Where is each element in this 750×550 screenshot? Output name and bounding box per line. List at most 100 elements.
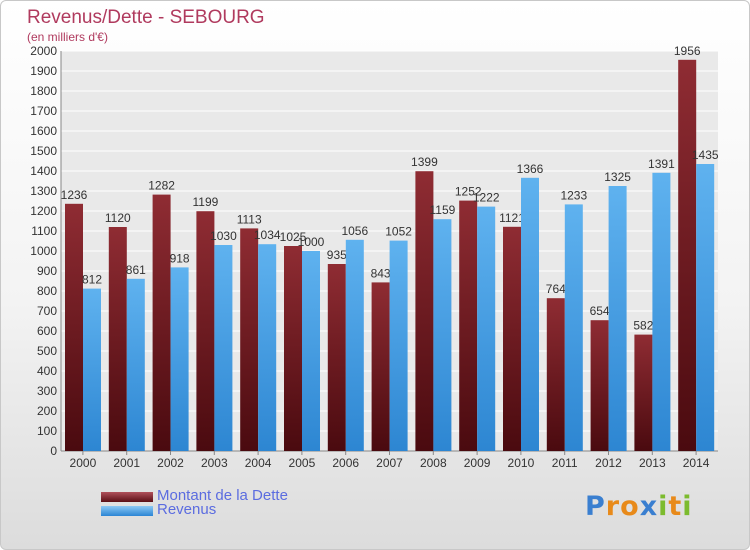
y-tick-label: 1000 — [30, 244, 57, 258]
legend-label-dette: Montant de la Dette — [157, 487, 288, 504]
bar-revenus — [258, 244, 277, 451]
bar-dette — [196, 211, 215, 451]
legend-label-revenus: Revenus — [157, 501, 217, 518]
x-tick-label: 2000 — [70, 456, 97, 470]
data-label-revenus: 1052 — [385, 225, 412, 239]
bar-revenus — [564, 204, 583, 451]
bar-revenus — [345, 239, 364, 451]
bar-dette — [678, 59, 697, 452]
x-tick-label: 2014 — [683, 456, 710, 470]
chart-title: Revenus/Dette - SEBOURG — [27, 7, 265, 28]
y-tick-label: 500 — [37, 344, 57, 358]
bar-dette — [503, 226, 521, 451]
data-label-revenus: 1435 — [692, 148, 719, 162]
y-tick-label: 1900 — [30, 64, 57, 78]
y-tick-label: 200 — [37, 404, 57, 418]
bar-dette — [327, 264, 346, 451]
y-tick-label: 1400 — [30, 164, 57, 178]
bar-revenus — [521, 177, 539, 452]
y-tick-label: 1500 — [30, 144, 57, 158]
y-tick-label: 2000 — [30, 44, 57, 58]
data-label-dette: 935 — [327, 248, 347, 262]
x-tick-label: 2006 — [332, 456, 359, 470]
y-tick-label: 1100 — [31, 224, 57, 238]
bar-revenus — [302, 251, 320, 451]
x-tick-label: 2010 — [508, 456, 535, 470]
data-label-dette: 1236 — [61, 188, 88, 202]
bar-revenus — [126, 278, 145, 451]
logo-letter: x — [639, 491, 659, 522]
bar-dette — [152, 194, 171, 451]
chart-subtitle: (en milliers d'€) — [27, 30, 108, 44]
x-tick-label: 2009 — [464, 456, 491, 470]
data-label-dette: 1121 — [499, 211, 525, 225]
legend-swatch-dette — [101, 492, 153, 502]
bar-dette — [284, 246, 302, 451]
x-tick-label: 2005 — [289, 456, 316, 470]
bar-revenus — [170, 267, 189, 451]
x-tick-label: 2012 — [595, 456, 622, 470]
bar-dette — [459, 200, 478, 451]
data-label-revenus: 1000 — [298, 235, 325, 249]
y-tick-label: 1300 — [30, 184, 57, 198]
y-tick-label: 1700 — [30, 104, 57, 118]
logo-letter: o — [620, 491, 640, 522]
data-label-dette: 1399 — [411, 155, 438, 169]
data-label-dette: 843 — [371, 266, 391, 280]
y-tick-label: 900 — [37, 264, 57, 278]
logo-letter: i — [682, 491, 693, 522]
x-tick-label: 2003 — [201, 456, 228, 470]
data-label-dette: 1252 — [455, 185, 482, 199]
legend-swatch-revenus — [101, 506, 153, 516]
y-tick-label: 300 — [37, 384, 57, 398]
proxiti-logo: Proxiti — [585, 491, 693, 522]
data-label-dette: 582 — [633, 319, 653, 333]
y-tick-label: 1600 — [30, 124, 57, 138]
x-tick-label: 2001 — [113, 456, 140, 470]
bar-revenus — [652, 172, 671, 452]
y-tick-label: 600 — [37, 324, 57, 338]
y-tick-label: 1800 — [30, 84, 57, 98]
logo-letter: i — [658, 491, 669, 522]
data-label-revenus: 1233 — [560, 188, 587, 202]
data-label-dette: 1113 — [237, 212, 262, 226]
bar-revenus — [608, 186, 627, 451]
x-tick-label: 2008 — [420, 456, 447, 470]
bar-dette — [240, 228, 259, 451]
data-label-dette: 1282 — [148, 179, 175, 193]
y-tick-label: 700 — [37, 304, 57, 318]
x-tick-label: 2011 — [552, 456, 578, 470]
x-tick-label: 2007 — [376, 456, 403, 470]
y-tick-label: 100 — [37, 424, 57, 438]
data-label-dette: 1956 — [674, 44, 701, 58]
bar-dette — [65, 203, 83, 451]
bar-revenus — [433, 219, 452, 451]
x-tick-label: 2013 — [639, 456, 666, 470]
bar-revenus — [389, 240, 408, 451]
bar-revenus — [214, 245, 233, 451]
data-label-revenus: 861 — [126, 263, 146, 277]
data-label-dette: 1025 — [280, 230, 307, 244]
bar-dette — [108, 227, 127, 451]
bar-dette — [546, 298, 565, 451]
y-tick-label: 1200 — [30, 204, 57, 218]
bar-revenus — [696, 164, 715, 451]
data-label-dette: 1120 — [105, 211, 131, 225]
data-label-revenus: 1391 — [648, 157, 675, 171]
data-label-revenus: 1222 — [473, 191, 500, 205]
logo-letter: P — [585, 491, 606, 522]
y-tick-label: 800 — [37, 284, 57, 298]
data-label-revenus: 1056 — [341, 224, 368, 238]
bar-dette — [415, 171, 434, 451]
data-label-revenus: 918 — [170, 251, 190, 265]
logo-letter: r — [605, 491, 621, 522]
data-label-revenus: 1366 — [517, 162, 544, 176]
data-label-revenus: 1325 — [604, 170, 631, 184]
bar-dette — [590, 320, 609, 451]
data-label-dette: 1199 — [192, 195, 218, 209]
data-label-revenus: 1034 — [254, 228, 281, 242]
data-label-dette: 764 — [546, 282, 566, 296]
bar-dette — [371, 282, 390, 451]
